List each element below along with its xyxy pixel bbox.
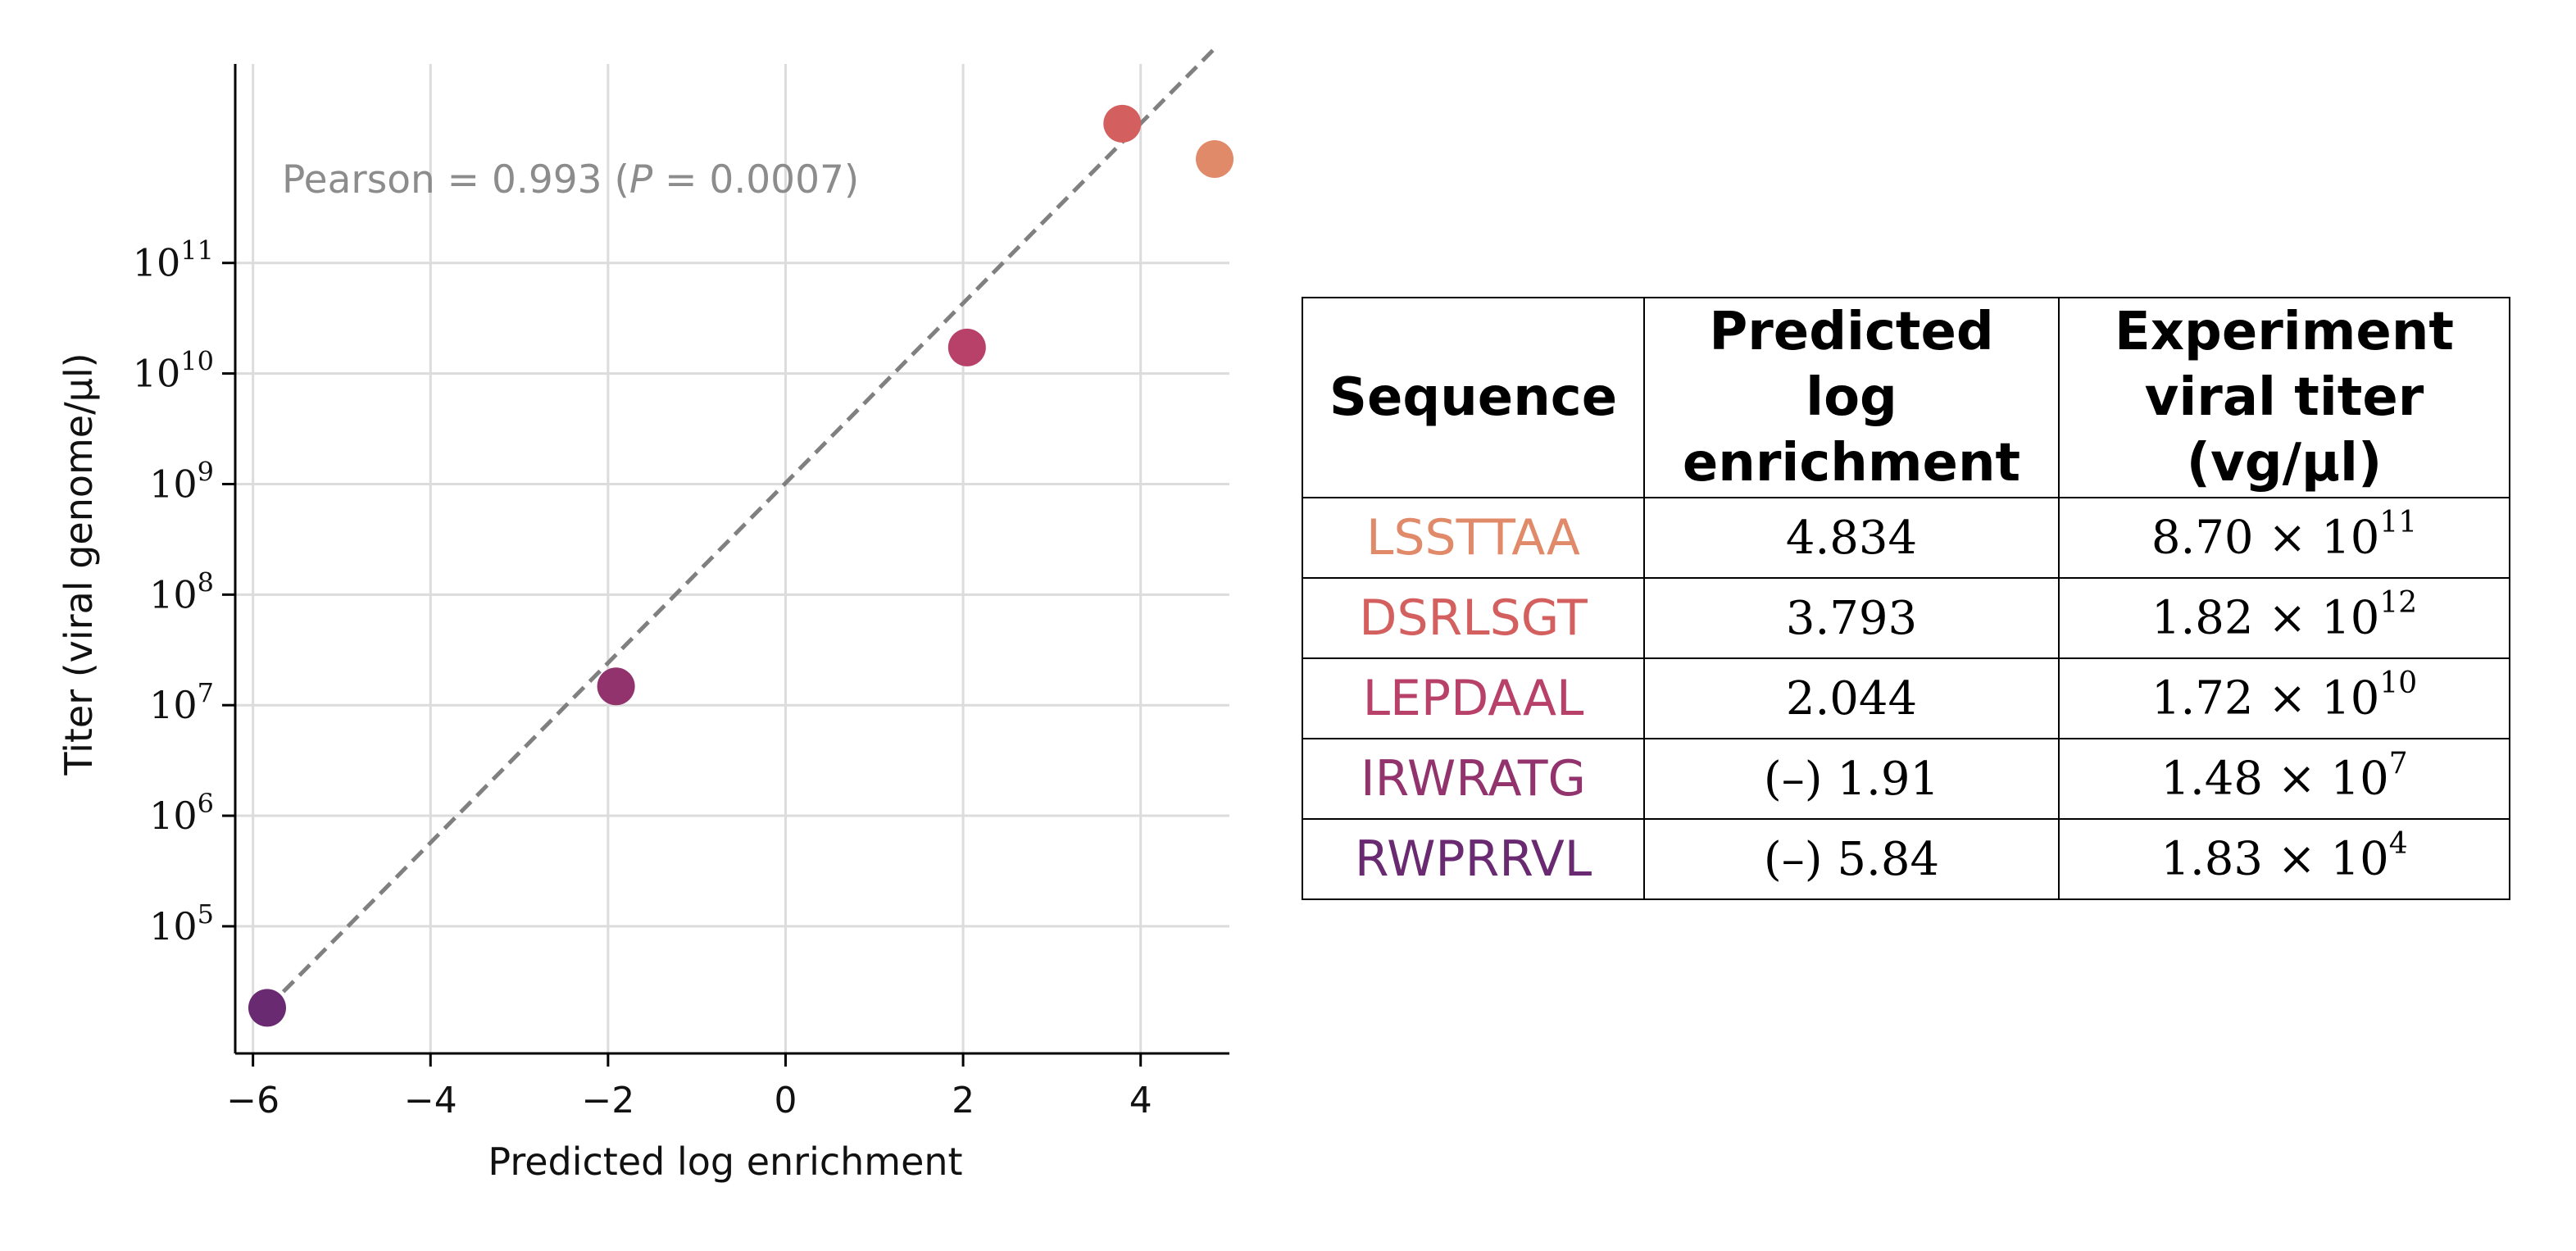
table-row: LSSTTAA 4.834 8.70 × 1011 xyxy=(1302,497,2510,579)
header-line: Predicted xyxy=(1709,302,1994,362)
sequence-cell: RWPRRVL xyxy=(1302,818,1645,900)
titer-mantissa: 1.83 × 10 xyxy=(2160,832,2389,886)
data-point xyxy=(248,989,286,1027)
data-point xyxy=(1103,104,1142,143)
x-axis-label: Predicted log enrichment xyxy=(488,1140,962,1184)
sequence-cell: DSRLSGT xyxy=(1302,577,1645,659)
x-ticks: −6 −4 −2 0 2 4 xyxy=(226,1053,1152,1121)
sequence-cell: LSSTTAA xyxy=(1302,497,1645,579)
predicted-cell: 3.793 xyxy=(1643,577,2060,659)
titer-exponent: 10 xyxy=(2379,666,2418,701)
table-row: LEPDAAL 2.044 1.72 × 1010 xyxy=(1302,657,2510,739)
sequence-cell: LEPDAAL xyxy=(1302,657,1645,739)
titer-cell: 1.82 × 1012 xyxy=(2058,577,2510,659)
y-tick-label: 108 xyxy=(149,566,214,616)
y-tick-label: 105 xyxy=(149,898,214,948)
titer-mantissa: 1.48 × 10 xyxy=(2160,752,2389,806)
fit-line-group xyxy=(266,47,1216,1010)
fit-line xyxy=(266,47,1216,1010)
x-tick-label: 0 xyxy=(774,1080,797,1121)
sequence-cell: IRWRATG xyxy=(1302,738,1645,820)
grid-lines xyxy=(235,64,1229,1053)
titer-exponent: 12 xyxy=(2379,586,2418,621)
titer-cell: 1.48 × 107 xyxy=(2058,738,2510,820)
x-tick-label: 2 xyxy=(952,1080,975,1121)
predicted-cell: (–) 1.91 xyxy=(1643,738,2060,820)
header-line: log xyxy=(1806,367,1897,428)
x-tick-label: −6 xyxy=(226,1080,279,1121)
titer-mantissa: 1.72 × 10 xyxy=(2151,671,2380,726)
titer-exponent: 4 xyxy=(2388,827,2408,862)
header-line: Experiment xyxy=(2115,302,2454,362)
titer-mantissa: 8.70 × 10 xyxy=(2151,511,2380,565)
header-line: Sequence xyxy=(1329,367,1618,428)
titer-exponent: 11 xyxy=(2379,506,2418,540)
y-tick-label: 1010 xyxy=(133,346,214,396)
y-ticks: 105 106 107 108 109 1010 1011 xyxy=(133,235,235,948)
titer-cell: 8.70 × 1011 xyxy=(2058,497,2510,579)
titer-mantissa: 1.82 × 10 xyxy=(2151,591,2380,645)
predicted-cell: (–) 5.84 xyxy=(1643,818,2060,900)
data-point xyxy=(597,667,635,706)
titer-exponent: 7 xyxy=(2388,747,2408,781)
x-tick-label: 4 xyxy=(1129,1080,1152,1121)
pearson-annotation: Pearson = 0.993 (P = 0.0007) xyxy=(282,157,859,202)
y-tick-label: 109 xyxy=(149,456,214,506)
titer-cell: 1.72 × 1010 xyxy=(2058,657,2510,739)
data-point xyxy=(1196,140,1234,179)
table-row: IRWRATG (–) 1.91 1.48 × 107 xyxy=(1302,738,2510,820)
x-tick-label: −2 xyxy=(581,1080,634,1121)
sequence-table-container: Sequence Predicted log enrichment Experi… xyxy=(1302,297,2510,900)
predicted-cell: 4.834 xyxy=(1643,497,2060,579)
sequence-table: Sequence Predicted log enrichment Experi… xyxy=(1302,297,2510,900)
data-point xyxy=(947,328,986,366)
y-tick-label: 107 xyxy=(149,677,214,727)
header-line: (vg/μl) xyxy=(2186,433,2383,494)
header-sequence: Sequence xyxy=(1302,297,1645,498)
table-row: DSRLSGT 3.793 1.82 × 1012 xyxy=(1302,577,2510,659)
titer-cell: 1.83 × 104 xyxy=(2058,818,2510,900)
predicted-cell: 2.044 xyxy=(1643,657,2060,739)
x-tick-label: −4 xyxy=(404,1080,457,1121)
y-axis-label: Titer (viral genome/μl) xyxy=(57,353,101,776)
table-header-row: Sequence Predicted log enrichment Experi… xyxy=(1302,297,2510,498)
table-row: RWPRRVL (–) 5.84 1.83 × 104 xyxy=(1302,818,2510,900)
y-tick-label: 1011 xyxy=(133,235,214,285)
scatter-chart: −6 −4 −2 0 2 4 105 106 107 108 109 1010 1011 Pearso… xyxy=(57,47,1234,1184)
header-line: viral titer xyxy=(2144,367,2424,428)
header-line: enrichment xyxy=(1682,433,2021,494)
axes xyxy=(234,64,1229,1055)
header-titer: Experiment viral titer (vg/μl) xyxy=(2058,297,2510,498)
y-tick-label: 106 xyxy=(149,788,214,838)
data-points xyxy=(248,104,1234,1027)
header-predicted: Predicted log enrichment xyxy=(1643,297,2060,498)
